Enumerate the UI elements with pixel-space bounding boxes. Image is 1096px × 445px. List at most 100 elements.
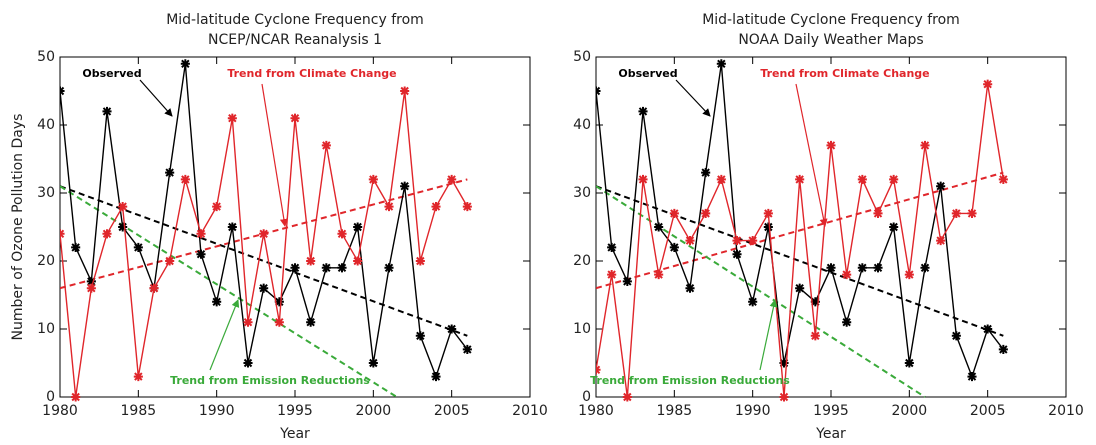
annotation: Trend from Climate Change <box>760 67 929 80</box>
annotation: Trend from Climate Change <box>227 67 396 80</box>
x-axis-label: Year <box>279 426 310 442</box>
y-tick-label: 0 <box>582 389 591 405</box>
marker <box>212 202 222 212</box>
x-tick-label: 1990 <box>199 403 235 419</box>
marker <box>842 270 852 280</box>
x-tick-label: 1980 <box>578 403 614 419</box>
marker <box>607 242 617 252</box>
marker <box>795 283 805 293</box>
marker <box>842 317 852 327</box>
marker <box>102 106 112 116</box>
annotation: Trend from Emission Reductions <box>170 374 370 387</box>
marker <box>889 174 899 184</box>
marker <box>384 263 394 273</box>
marker <box>447 174 457 184</box>
x-tick-label: 1980 <box>42 403 78 419</box>
y-tick-label: 30 <box>37 185 55 201</box>
marker <box>654 270 664 280</box>
marker <box>243 358 253 368</box>
trend-line <box>596 171 1004 290</box>
marker <box>149 283 159 293</box>
marker <box>353 222 363 232</box>
y-tick-label: 50 <box>573 49 591 65</box>
series-line <box>596 63 1004 379</box>
annotation-arrow <box>139 79 173 117</box>
marker <box>748 297 758 307</box>
marker <box>732 236 742 246</box>
marker <box>243 317 253 327</box>
marker <box>274 317 284 327</box>
marker <box>685 283 695 293</box>
marker <box>701 168 711 178</box>
marker <box>983 79 993 89</box>
marker <box>368 174 378 184</box>
marker <box>415 331 425 341</box>
marker <box>321 140 331 150</box>
marker <box>607 270 617 280</box>
series-line <box>60 90 468 398</box>
marker <box>889 222 899 232</box>
marker <box>447 324 457 334</box>
marker <box>133 242 143 252</box>
marker <box>826 263 836 273</box>
marker <box>337 263 347 273</box>
marker <box>259 283 269 293</box>
marker <box>622 276 632 286</box>
marker <box>716 174 726 184</box>
marker <box>732 249 742 259</box>
marker <box>400 181 410 191</box>
marker <box>920 263 930 273</box>
marker <box>165 256 175 266</box>
marker <box>118 202 128 212</box>
x-tick-label: 1995 <box>813 403 849 419</box>
marker <box>951 331 961 341</box>
annotation-arrow <box>759 299 778 371</box>
marker <box>274 297 284 307</box>
marker <box>904 358 914 368</box>
annotation-arrow <box>795 83 828 227</box>
marker <box>86 283 96 293</box>
marker <box>180 174 190 184</box>
marker <box>779 358 789 368</box>
x-tick-label: 2005 <box>434 403 470 419</box>
marker <box>998 344 1008 354</box>
x-tick-label: 1985 <box>657 403 693 419</box>
marker <box>638 106 648 116</box>
y-tick-label: 20 <box>573 253 591 269</box>
x-tick-label: 2005 <box>970 403 1006 419</box>
marker <box>936 236 946 246</box>
marker <box>227 113 237 123</box>
marker <box>810 331 820 341</box>
marker <box>415 256 425 266</box>
plot <box>60 59 472 402</box>
x-tick-label: 1990 <box>735 403 771 419</box>
y-tick-label: 0 <box>46 389 55 405</box>
trend-line <box>60 185 398 398</box>
y-tick-label: 10 <box>37 321 55 337</box>
marker <box>86 276 96 286</box>
marker <box>669 208 679 218</box>
annotation-arrow <box>675 79 711 117</box>
marker <box>180 59 190 69</box>
x-tick-label: 2010 <box>1048 403 1084 419</box>
marker <box>951 208 961 218</box>
marker <box>196 249 206 259</box>
marker <box>60 86 65 96</box>
trend-line <box>596 185 1004 337</box>
marker <box>596 86 601 96</box>
plot <box>596 59 1008 402</box>
y-tick-label: 50 <box>37 49 55 65</box>
annotation-arrow <box>261 83 288 227</box>
marker <box>638 174 648 184</box>
marker <box>983 324 993 334</box>
marker <box>431 372 441 382</box>
marker <box>716 59 726 69</box>
x-tick-label: 1985 <box>121 403 157 419</box>
trend-line <box>60 185 468 337</box>
marker <box>936 181 946 191</box>
marker <box>431 202 441 212</box>
plot-frame <box>595 56 1067 398</box>
marker <box>133 372 143 382</box>
marker <box>701 208 711 218</box>
